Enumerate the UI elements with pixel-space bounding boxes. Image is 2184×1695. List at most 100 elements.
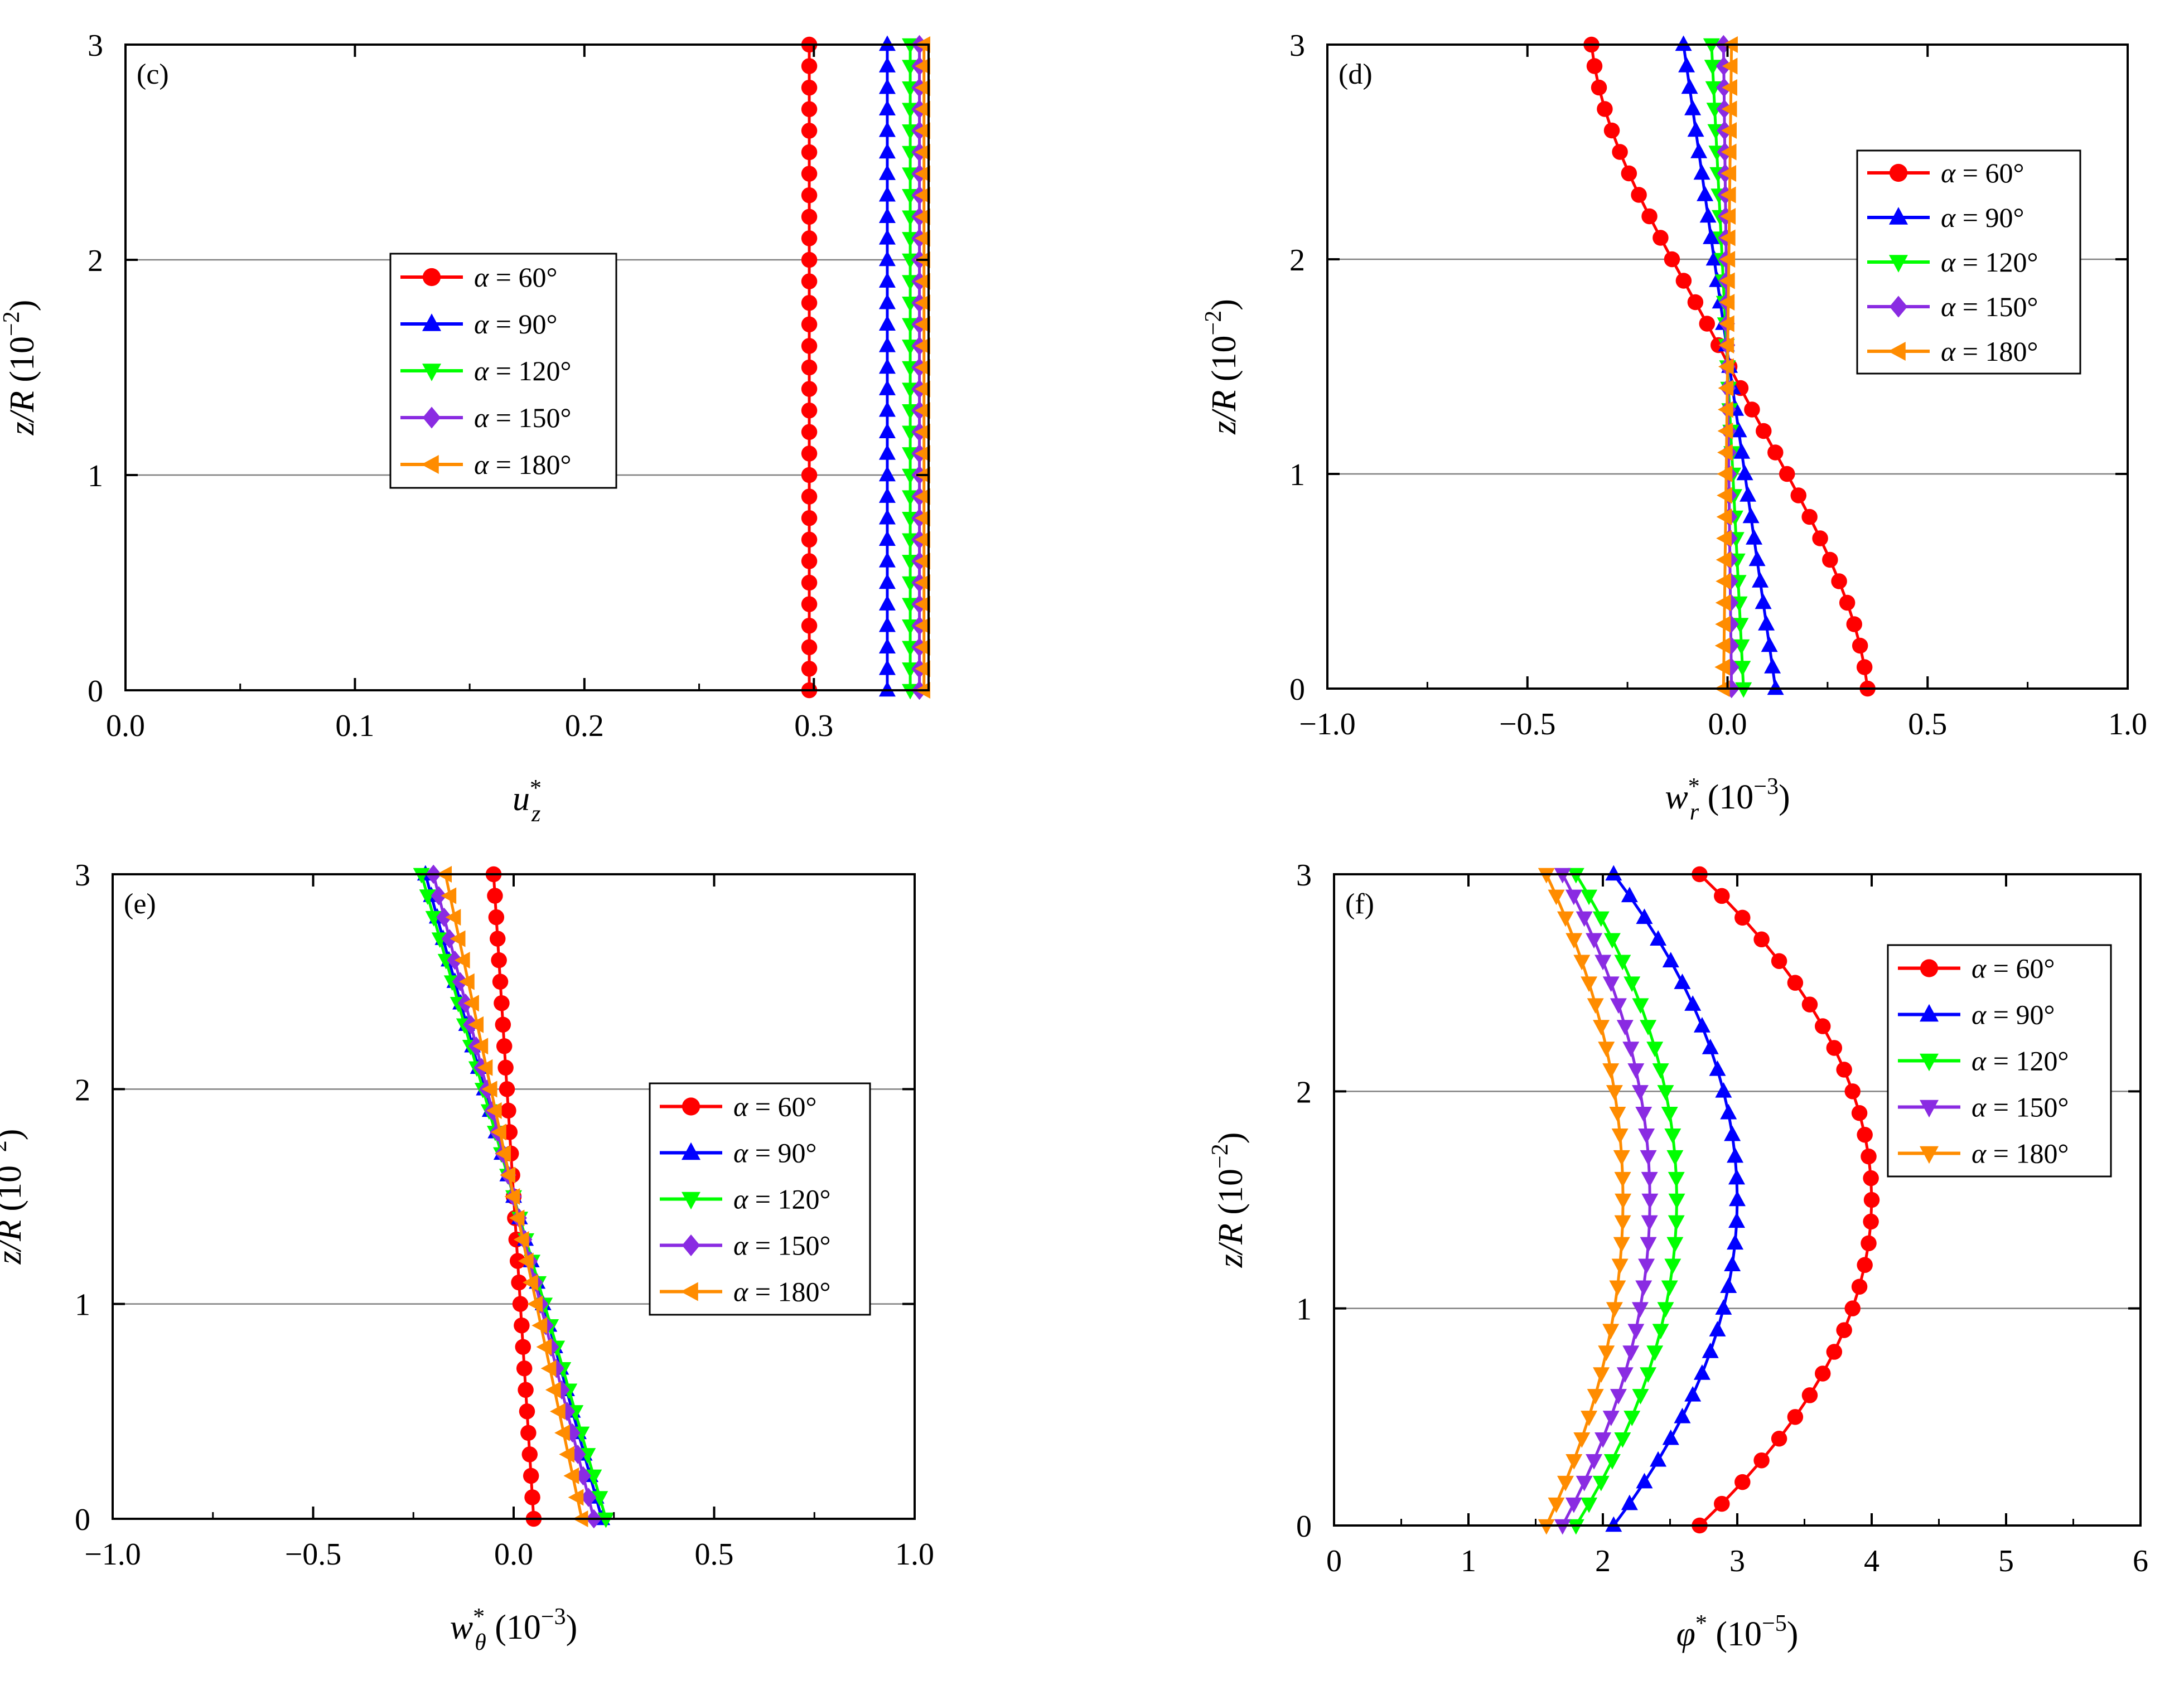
data-point xyxy=(1565,1497,1582,1513)
data-point xyxy=(1650,1451,1667,1467)
series-line xyxy=(1698,873,1873,1527)
data-point xyxy=(1727,1234,1744,1250)
data-point xyxy=(1697,186,1714,201)
data-point xyxy=(878,78,896,94)
data-point xyxy=(878,358,896,374)
x-axis-label: φ* (10−5) xyxy=(1676,1611,1799,1653)
data-point xyxy=(1787,1409,1804,1425)
legend-label: α = 90° xyxy=(1972,999,2055,1030)
data-point xyxy=(1616,1367,1634,1383)
data-point xyxy=(520,1425,537,1441)
data-point xyxy=(915,273,931,290)
data-point xyxy=(492,974,509,990)
data-point xyxy=(472,1038,489,1055)
x-tick-label: −1.0 xyxy=(1299,707,1356,742)
data-point xyxy=(1714,658,1731,676)
y-axis-label: z/R (10−2) xyxy=(1207,1132,1250,1268)
data-point xyxy=(1717,444,1733,461)
legend-label: α = 150° xyxy=(1941,291,2038,322)
data-point xyxy=(878,616,896,632)
data-point xyxy=(1641,208,1658,225)
data-point xyxy=(1603,122,1620,139)
panel-label: (d) xyxy=(1339,59,1373,90)
legend-marker xyxy=(422,364,441,381)
data-point xyxy=(487,888,503,904)
data-point xyxy=(425,911,442,927)
data-point xyxy=(1565,889,1582,905)
data-point xyxy=(1610,998,1627,1014)
legend-marker xyxy=(422,313,441,331)
data-point xyxy=(521,1446,538,1462)
data-point xyxy=(1612,144,1628,160)
data-point xyxy=(563,1467,579,1484)
data-point xyxy=(1592,911,1610,927)
data-point xyxy=(540,1360,557,1377)
data-point xyxy=(500,1102,516,1119)
data-point xyxy=(523,1274,538,1291)
data-point xyxy=(1587,998,1604,1014)
data-point xyxy=(801,101,818,118)
data-point xyxy=(1718,315,1734,332)
data-point xyxy=(1687,121,1704,137)
data-point xyxy=(1602,1063,1620,1079)
data-point xyxy=(1640,1150,1657,1166)
data-point xyxy=(878,573,896,589)
data-point xyxy=(1638,1258,1655,1275)
data-point xyxy=(495,1145,511,1162)
data-point xyxy=(413,868,430,884)
data-point xyxy=(1567,868,1584,884)
data-point xyxy=(801,58,818,74)
data-point xyxy=(1684,1386,1702,1402)
y-tick-label: 2 xyxy=(75,1073,90,1107)
data-point xyxy=(500,1166,516,1184)
chart-panel-d: −1.0 −0.5 0.0 0.5 1.0 0 1 2 3 (d) w* r (10−3) z/R (1… xyxy=(1201,28,2147,825)
data-point xyxy=(1666,1237,1684,1253)
data-point xyxy=(801,338,818,354)
data-point xyxy=(1826,1344,1843,1360)
data-point xyxy=(564,1423,581,1443)
data-point xyxy=(878,207,896,224)
y-tick-label: 1 xyxy=(1289,458,1305,492)
legend-label: α = 60° xyxy=(474,261,557,293)
data-point xyxy=(915,574,931,591)
series-line xyxy=(1561,873,1651,1527)
data-point xyxy=(801,510,818,526)
data-point xyxy=(1668,1193,1685,1209)
data-point xyxy=(878,401,896,417)
data-point xyxy=(1724,1125,1741,1141)
data-point xyxy=(1557,1475,1574,1491)
data-point xyxy=(1666,1150,1684,1166)
data-point xyxy=(1602,976,1620,992)
data-point xyxy=(497,1059,514,1076)
data-point xyxy=(1573,1432,1591,1448)
data-point xyxy=(524,1489,540,1505)
x-tick-label: 0.0 xyxy=(1708,707,1747,742)
data-point xyxy=(1586,1454,1603,1470)
legend-marker xyxy=(422,406,441,429)
data-point xyxy=(1718,337,1734,353)
data-point xyxy=(1863,1170,1879,1186)
data-point xyxy=(1611,1258,1629,1275)
legend-marker xyxy=(682,1097,700,1116)
data-point xyxy=(915,617,931,635)
data-point xyxy=(1755,593,1772,609)
x-tick-label: 1.0 xyxy=(895,1537,934,1572)
data-point xyxy=(1721,165,1737,182)
y-tick-label: 2 xyxy=(1296,1075,1312,1110)
data-point xyxy=(801,531,818,548)
data-point xyxy=(1846,616,1862,632)
series-c-0 xyxy=(801,36,818,699)
data-point xyxy=(1779,466,1795,482)
series-f-2 xyxy=(1567,868,1685,1535)
data-point xyxy=(1650,930,1667,946)
data-point xyxy=(511,1274,527,1291)
data-point xyxy=(1636,1473,1653,1489)
data-point xyxy=(1815,1018,1831,1034)
x-axis-label: w* θ (10−3) xyxy=(450,1604,578,1655)
data-point xyxy=(504,1188,520,1205)
data-point xyxy=(1581,1411,1598,1426)
data-point xyxy=(486,1102,502,1119)
data-point xyxy=(1627,1063,1645,1079)
data-point xyxy=(915,165,931,182)
data-point xyxy=(1674,1407,1691,1423)
